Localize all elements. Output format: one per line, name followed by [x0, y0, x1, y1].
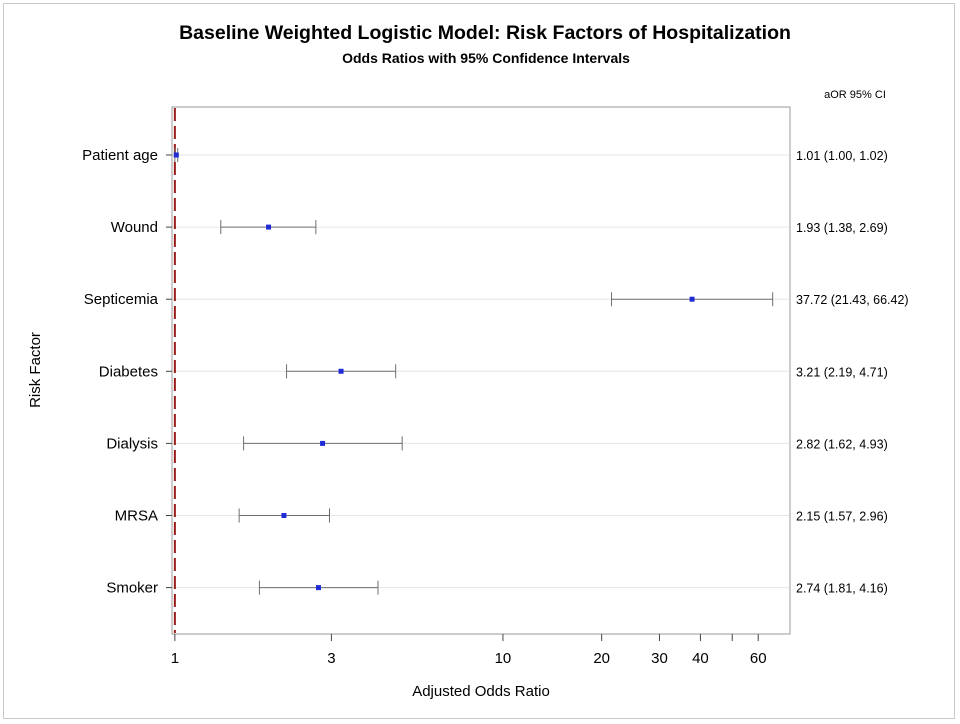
- category-label: MRSA: [115, 508, 158, 525]
- ci-label: 3.21 (2.19, 4.71): [796, 365, 888, 379]
- gridlines: [173, 154, 789, 589]
- estimate-marker: [315, 585, 321, 591]
- estimate-marker: [173, 152, 179, 158]
- x-tick-label: 40: [692, 650, 709, 667]
- ci-label: 1.93 (1.38, 2.69): [796, 221, 888, 235]
- category-label: Diabetes: [99, 363, 158, 380]
- estimate-marker: [266, 224, 272, 230]
- estimate-marker: [689, 296, 695, 302]
- y-axis-title: Risk Factor: [27, 332, 44, 408]
- category-label: Septicemia: [84, 291, 159, 308]
- chart-frame: [3, 3, 955, 719]
- x-tick-labels: 1 3 10 20 30 40 60: [171, 650, 767, 667]
- category-label: Dialysis: [106, 435, 158, 452]
- chart-title: Baseline Weighted Logistic Model: Risk F…: [179, 22, 791, 44]
- estimate-marker: [281, 513, 287, 518]
- chart-subtitle: Odds Ratios with 95% Confidence Interval…: [342, 50, 630, 66]
- estimate-markers: [173, 152, 695, 591]
- category-label: Smoker: [106, 580, 158, 597]
- x-axis-ticks: [174, 634, 759, 641]
- plot-area: [171, 106, 791, 635]
- x-axis-title: Adjusted Odds Ratio: [412, 683, 550, 700]
- estimate-marker: [338, 368, 344, 374]
- x-tick-label: 60: [750, 650, 767, 667]
- ci-label: 2.74 (1.81, 4.16): [796, 582, 888, 596]
- ci-column-header: aOR 95% CI: [824, 89, 886, 101]
- y-axis-ticks: [166, 154, 172, 589]
- ci-label: 37.72 (21.43, 66.42): [796, 293, 909, 307]
- ci-label: 1.01 (1.00, 1.02): [796, 149, 888, 163]
- x-tick-label: 30: [651, 650, 668, 667]
- category-label: Wound: [111, 219, 158, 236]
- x-tick-label: 3: [327, 650, 335, 667]
- x-tick-label: 10: [495, 650, 512, 667]
- category-labels: Patient age Wound Septicemia Diabetes Dialys…: [82, 147, 159, 597]
- ci-label: 2.82 (1.62, 4.93): [796, 437, 888, 451]
- ci-label: 2.15 (1.57, 2.96): [796, 510, 888, 524]
- x-tick-label: 20: [593, 650, 610, 667]
- estimate-marker: [320, 440, 326, 446]
- ci-text-column: 1.01 (1.00, 1.02) 1.93 (1.38, 2.69) 37.72 …: [796, 149, 909, 596]
- x-tick-label: 1: [171, 650, 179, 667]
- category-label: Patient age: [82, 147, 158, 164]
